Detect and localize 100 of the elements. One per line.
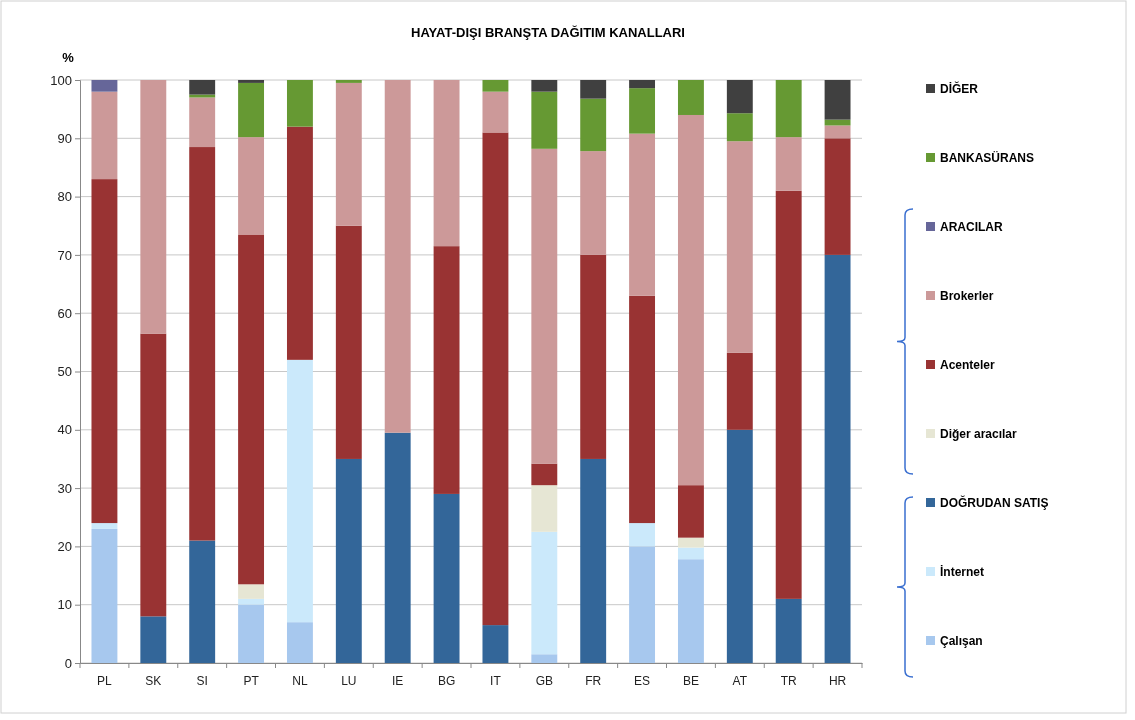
bar — [629, 88, 656, 134]
y-tick-label: 70 — [57, 247, 72, 263]
bar — [189, 147, 216, 541]
bar — [629, 523, 656, 547]
bar — [531, 148, 558, 464]
bar — [482, 80, 509, 92]
x-tick-label: IE — [392, 674, 404, 689]
y-tick-label: 100 — [50, 72, 72, 88]
bar — [140, 80, 167, 334]
bar — [824, 254, 851, 663]
bar — [580, 80, 607, 99]
bar — [629, 546, 656, 663]
bar — [726, 352, 753, 430]
legend-label: Acenteler — [940, 358, 996, 372]
bar — [677, 537, 704, 548]
x-tick-label: GB — [535, 674, 553, 689]
bar — [286, 80, 313, 127]
bar — [677, 80, 704, 115]
bar — [189, 540, 216, 663]
bar — [629, 133, 656, 296]
legend-label: BANKASÜRANS — [940, 150, 1035, 165]
bar — [482, 625, 509, 663]
bar — [238, 137, 265, 235]
bar — [824, 125, 851, 139]
y-axis-title: % — [62, 50, 75, 65]
bar — [726, 429, 753, 663]
bar — [335, 458, 362, 663]
x-tick-label: BE — [682, 674, 699, 689]
bar — [140, 333, 167, 617]
x-tick-label: HR — [828, 674, 847, 689]
legend-label: Diğer aracılar — [940, 427, 1018, 441]
bar — [482, 91, 509, 133]
x-tick-label: FR — [585, 674, 602, 689]
bar — [824, 80, 851, 120]
bar — [91, 179, 118, 524]
bar — [726, 80, 753, 114]
bar — [775, 598, 802, 663]
bar — [531, 485, 558, 532]
legend-label: DİĞER — [940, 81, 979, 96]
x-tick-label: TR — [780, 674, 798, 689]
bar — [140, 616, 167, 663]
bar — [482, 132, 509, 626]
bar — [580, 98, 607, 152]
bar — [91, 80, 118, 92]
x-tick-label: SI — [196, 674, 208, 689]
bar — [238, 598, 265, 605]
bar — [238, 604, 265, 663]
bar — [384, 432, 411, 663]
x-tick-label: PL — [97, 674, 113, 689]
y-tick-label: 10 — [57, 597, 72, 613]
legend-label: İnternet — [940, 564, 985, 579]
x-tick-label: BG — [437, 674, 456, 689]
bar — [677, 559, 704, 663]
x-tick-label: LU — [341, 674, 357, 689]
bar — [238, 80, 265, 83]
bar — [531, 531, 558, 655]
bar — [629, 295, 656, 524]
legend-label: DOĞRUDAN SATIŞ — [940, 495, 1049, 510]
x-tick-label: AT — [732, 674, 748, 689]
y-tick-label: 60 — [57, 305, 72, 321]
legend-label: Çalışan — [940, 634, 983, 648]
y-tick-label: 50 — [57, 364, 72, 380]
bar — [91, 91, 118, 180]
legend-label: ARACILAR — [940, 220, 1003, 234]
bar — [286, 622, 313, 663]
bar — [238, 234, 265, 585]
x-tick-label: ES — [634, 674, 651, 689]
bar — [238, 82, 265, 138]
legend-label: Brokerler — [940, 289, 994, 303]
y-tick-label: 30 — [57, 480, 72, 496]
y-tick-label: 80 — [57, 189, 72, 205]
bar — [531, 80, 558, 92]
bar — [335, 80, 362, 83]
bar — [531, 91, 558, 149]
bar — [775, 80, 802, 138]
bar — [189, 97, 216, 148]
x-tick-label: PT — [243, 674, 260, 689]
bar — [189, 80, 216, 95]
bar — [238, 584, 265, 599]
bar — [335, 82, 362, 226]
bar — [531, 654, 558, 663]
x-tick-label: NL — [292, 674, 308, 689]
y-tick-label: 40 — [57, 422, 72, 438]
bar — [824, 138, 851, 255]
bar — [286, 126, 313, 360]
bar — [629, 80, 656, 89]
bar — [580, 151, 607, 255]
chart-title: HAYAT-DIŞI BRANŞTA DAĞITIM KANALLARI — [411, 25, 685, 40]
y-tick-label: 20 — [57, 539, 72, 555]
x-tick-label: IT — [490, 674, 502, 689]
bar — [531, 463, 558, 486]
bar — [91, 523, 118, 529]
bar — [433, 493, 460, 663]
bar — [286, 359, 313, 623]
bar — [726, 141, 753, 353]
bar — [677, 114, 704, 486]
bar — [677, 485, 704, 538]
bar — [580, 254, 607, 459]
bar — [335, 225, 362, 459]
bar — [775, 190, 802, 599]
